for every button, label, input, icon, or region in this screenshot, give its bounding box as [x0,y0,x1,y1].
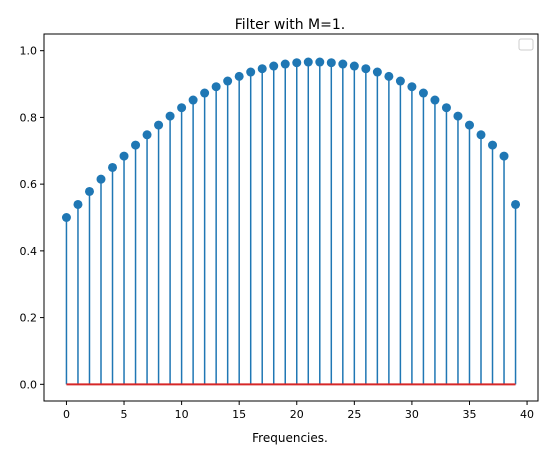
x-tick-label: 30 [405,408,419,421]
stem-marker [96,174,106,184]
stem-lines [65,62,517,385]
stem-marker [165,111,175,121]
stem-marker [131,140,141,150]
stem-marker [154,120,164,130]
stem-marker [418,88,428,98]
y-tick-label: 1.0 [20,45,38,58]
y-tick-label: 0.4 [20,245,38,258]
stem-marker [464,120,474,130]
stem-marker [395,76,405,86]
stem-marker [61,213,71,222]
x-tick-label: 10 [175,408,189,421]
stem-marker [280,59,290,69]
stem-marker [269,61,279,71]
stem-marker [177,103,187,113]
x-tick-label: 15 [232,408,246,421]
stem-marker [234,71,244,81]
stem-marker [511,199,521,209]
y-axis: 0.0 0.2 0.4 0.6 0.8 1.0 [20,45,44,391]
x-tick-label: 25 [347,408,361,421]
stem-marker [223,76,233,86]
stem-marker [303,57,313,67]
chart-title: Filter with M=1. [235,17,345,33]
x-tick-label: 0 [63,408,70,421]
y-tick-label: 0.8 [20,111,38,124]
stem-marker [430,95,440,105]
stem-marker [476,130,486,140]
stem-marker [188,95,198,105]
x-tick-label: 35 [462,408,476,421]
stem-marker [349,61,359,71]
stem-markers [61,57,521,222]
stem-marker [292,58,302,68]
stem-marker [108,162,118,172]
stem-marker [499,151,509,161]
stem-marker [142,130,152,140]
plot-frame [43,33,539,402]
x-tick-label: 40 [520,408,534,421]
stem-marker [84,186,94,196]
stem-marker [372,67,382,77]
stem-marker [407,82,417,92]
stem-marker [441,103,451,113]
x-axis: 0 5 10 15 20 25 30 35 40 [63,401,534,421]
stem-marker [384,71,394,81]
stem-marker [73,199,83,209]
stem-marker [211,82,221,92]
y-tick-label: 0.0 [20,378,38,391]
x-axis-label: Frequencies. [252,431,328,445]
stem-marker [338,59,348,69]
stem-marker [453,111,463,121]
stem-marker [488,140,498,150]
legend-box [518,38,534,51]
stem-marker [257,64,267,74]
stem-marker [326,58,336,68]
y-tick-label: 0.6 [20,178,38,191]
stem-marker [200,88,210,98]
stem-marker [246,67,256,77]
x-tick-label: 5 [121,408,128,421]
stem-marker [315,57,325,67]
stem-marker [119,151,129,161]
stem-marker [361,64,371,74]
x-tick-label: 20 [290,408,304,421]
y-tick-label: 0.2 [20,312,38,325]
